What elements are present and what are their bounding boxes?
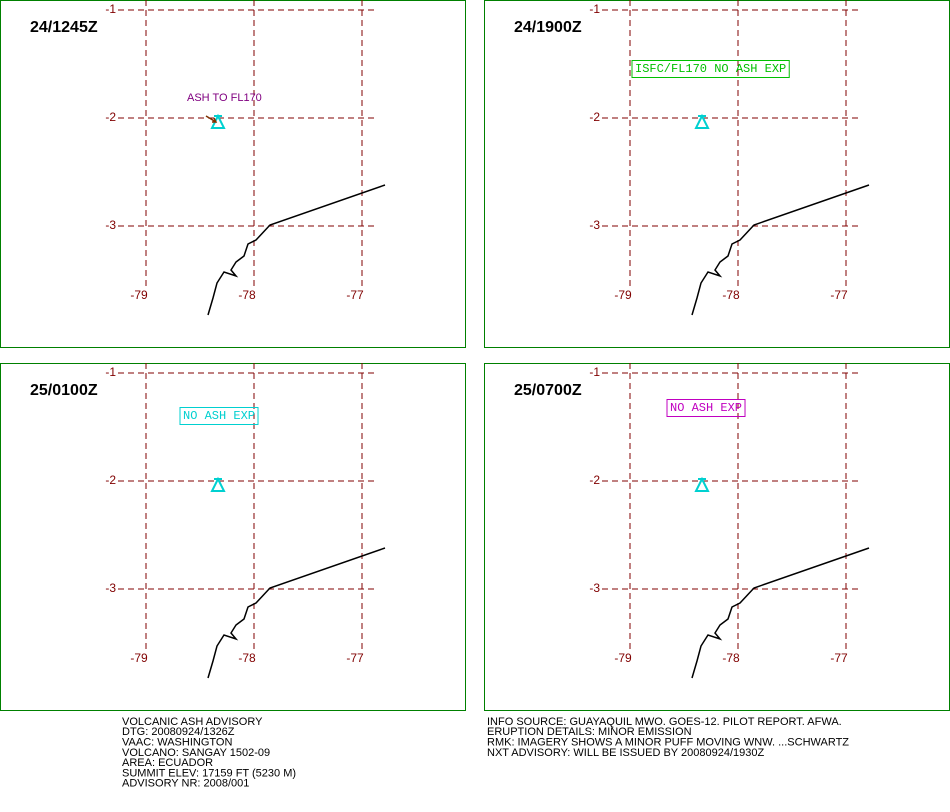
annotation-box <box>666 399 746 417</box>
lat-label: -2 <box>589 473 600 487</box>
lon-label: -78 <box>238 651 256 665</box>
annotation-box <box>179 407 259 425</box>
footer-line: VAAC: WASHINGTON <box>122 737 232 749</box>
lon-label: -77 <box>830 288 848 302</box>
time-label: 24/1245Z <box>30 19 98 36</box>
ash-arrow <box>205 115 218 123</box>
lat-label: -1 <box>105 2 116 16</box>
time-label: 25/0700Z <box>514 382 582 399</box>
footer-line: RMK: IMAGERY SHOWS A MINOR PUFF MOVING W… <box>487 737 849 749</box>
lon-label: -79 <box>130 288 148 302</box>
map-panel: -1 -2 -3 -79 -78 -77 24/1900Z ISFC/FL170 NO ASH… <box>484 0 950 348</box>
footer-line: VOLCANO: SANGAY 1502-09 <box>122 747 270 759</box>
lat-label: -2 <box>105 110 116 124</box>
lon-label: -77 <box>346 288 364 302</box>
map-panel: -1 -2 -3 -79 -78 -77 24/1245Z ASH TO FL170 <box>0 0 466 348</box>
ash-annotation: NO ASH EXP <box>183 409 255 423</box>
lon-label: -78 <box>722 288 740 302</box>
footer-line: NXT ADVISORY: WILL BE ISSUED BY 20080924… <box>487 747 764 759</box>
lat-label: -2 <box>105 473 116 487</box>
footer-line: ERUPTION DETAILS: MINOR EMISSION <box>487 726 692 738</box>
footer-line: ADVISORY NR: 2008/001 <box>122 778 249 790</box>
time-label: 24/1900Z <box>514 19 582 36</box>
lon-label: -79 <box>614 288 632 302</box>
lat-label: -1 <box>589 2 600 16</box>
lat-label: -3 <box>589 581 600 595</box>
lat-label: -1 <box>105 365 116 379</box>
lon-label: -78 <box>238 288 256 302</box>
lon-label: -78 <box>722 651 740 665</box>
map-panel: -1 -2 -3 -79 -78 -77 25/0100Z NO ASH EXP <box>0 363 466 711</box>
lat-label: -1 <box>589 365 600 379</box>
lat-label: -3 <box>589 218 600 232</box>
lat-label: -3 <box>105 218 116 232</box>
lat-label: -3 <box>105 581 116 595</box>
ash-annotation: ASH TO FL170 <box>187 92 262 104</box>
lon-label: -79 <box>614 651 632 665</box>
footer-line: SUMMIT ELEV: 17159 FT (5230 M) <box>122 767 296 779</box>
footer-line: DTG: 20080924/1326Z <box>122 726 235 738</box>
coastline <box>691 547 870 679</box>
annotation-box <box>631 60 790 78</box>
lon-label: -77 <box>346 651 364 665</box>
lon-label: -79 <box>130 651 148 665</box>
ash-annotation: ISFC/FL170 NO ASH EXP <box>635 62 786 76</box>
coastline <box>207 184 386 316</box>
ash-annotation: NO ASH EXP <box>670 401 742 415</box>
coastline <box>691 184 870 316</box>
footer-line: VOLCANIC ASH ADVISORY <box>122 716 263 728</box>
lat-label: -2 <box>589 110 600 124</box>
volcano-symbol <box>694 476 710 492</box>
volcano-symbol <box>694 113 710 129</box>
volcano-symbol <box>210 476 226 492</box>
coastline <box>207 547 386 679</box>
panel-border <box>484 363 950 711</box>
panel-border <box>0 363 466 711</box>
footer-line: INFO SOURCE: GUAYAQUIL MWO. GOES-12. PIL… <box>487 716 842 728</box>
lon-label: -77 <box>830 651 848 665</box>
time-label: 25/0100Z <box>30 382 98 399</box>
footer-line: AREA: ECUADOR <box>122 757 213 769</box>
panel-border <box>0 0 466 348</box>
panel-border <box>484 0 950 348</box>
map-panel: -1 -2 -3 -79 -78 -77 25/0700Z NO ASH EXP <box>484 363 950 711</box>
